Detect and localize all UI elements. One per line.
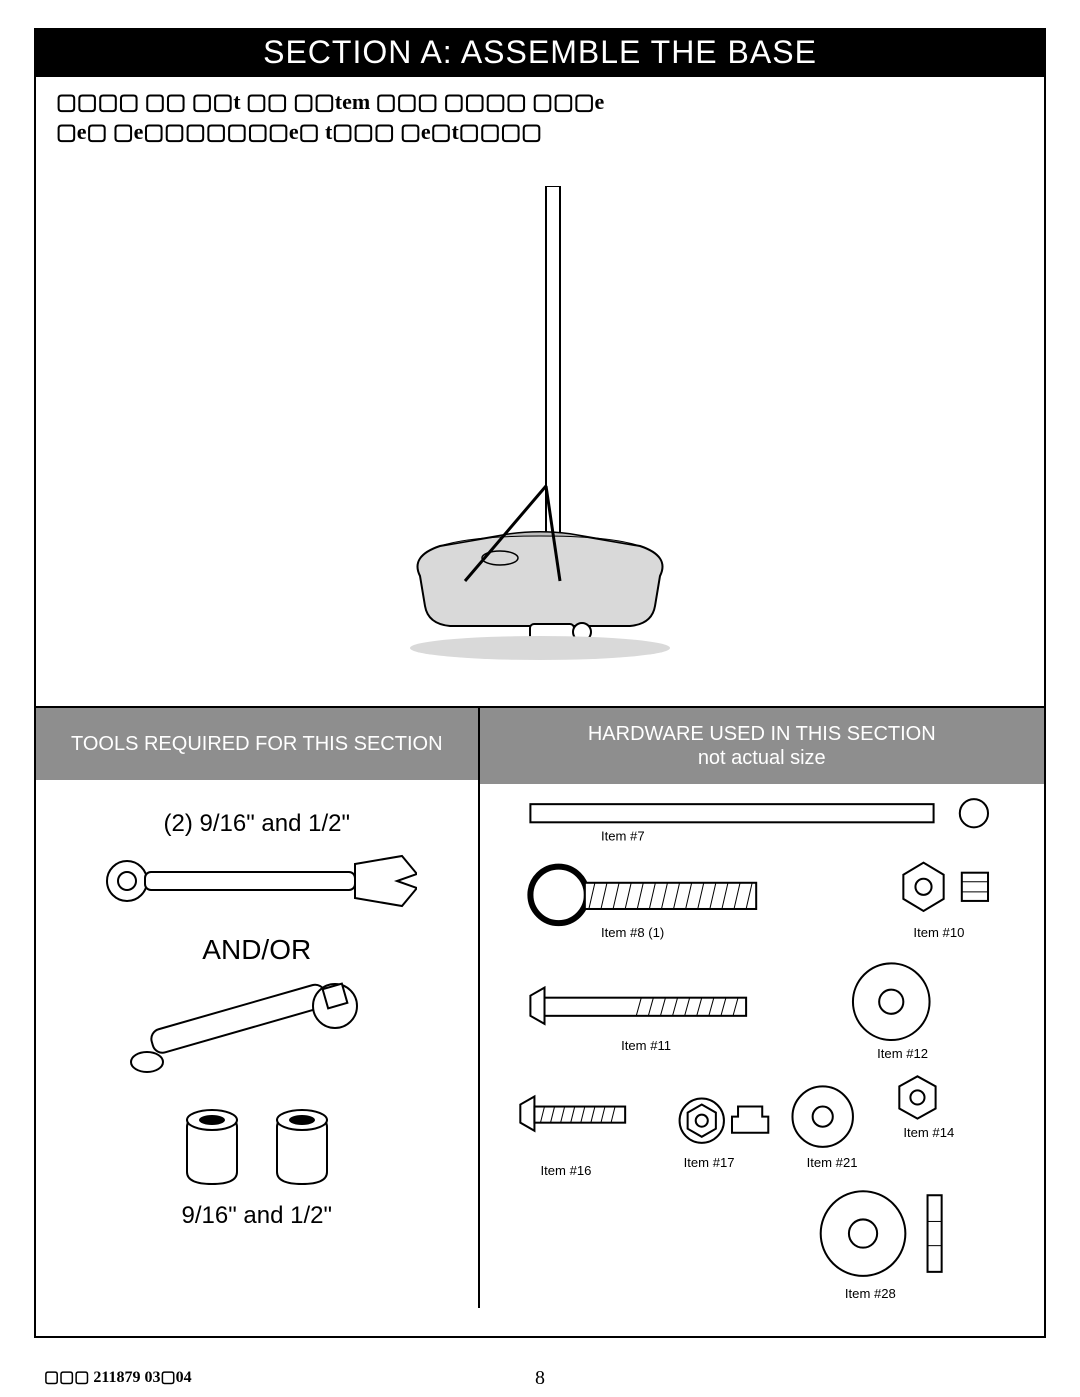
item21-label: Item #21 <box>806 1155 857 1170</box>
item14-label: Item #14 <box>903 1125 954 1140</box>
eyebolt-icon <box>530 867 756 923</box>
hexnut-icon <box>903 863 988 911</box>
wrench-icon <box>97 846 417 916</box>
page-number: 8 <box>535 1367 545 1390</box>
item28-label: Item #28 <box>844 1286 895 1301</box>
intro-line-2: ▢e▢ ▢e▢▢▢▢▢▢▢e▢ t▢▢▢ ▢e▢t▢▢▢▢ <box>56 119 542 144</box>
tools-header: TOOLS REQUIRED FOR THIS SECTION <box>36 708 478 780</box>
item12-label: Item #12 <box>877 1047 928 1062</box>
hardware-diagram: Item #7 <box>480 784 1044 1318</box>
item10-label: Item #10 <box>913 926 964 941</box>
tools-body: (2) 9/16" and 1/2" AND/OR <box>36 780 478 1308</box>
doc-id: ▢▢▢ 211879 03▢04 <box>44 1369 192 1386</box>
hardware-column: HARDWARE USED IN THIS SECTION not actual… <box>480 708 1044 1308</box>
washer-thick-icon <box>820 1192 941 1277</box>
base-pole-diagram <box>360 186 720 666</box>
hexbolt-short-icon <box>520 1097 625 1131</box>
hardware-body: Item #7 <box>480 784 1044 1318</box>
item11-label: Item #11 <box>621 1038 671 1053</box>
socket-caption: 9/16" and 1/2" <box>56 1202 458 1230</box>
sockets-icon <box>157 1092 357 1192</box>
page: SECTION A: ASSEMBLE THE BASE ▢▢▢▢ ▢▢ ▢▢t… <box>0 0 1080 1397</box>
tools-column: TOOLS REQUIRED FOR THIS SECTION (2) 9/16… <box>36 708 480 1308</box>
item16-label: Item #16 <box>540 1163 591 1178</box>
item17-label: Item #17 <box>683 1155 734 1170</box>
item8-label: Item #8 (1) <box>600 926 663 941</box>
washer-large-icon <box>852 964 929 1041</box>
main-illustration <box>36 146 1044 706</box>
hexbolt-med-icon <box>530 988 746 1024</box>
lower-grid: TOOLS REQUIRED FOR THIS SECTION (2) 9/16… <box>36 706 1044 1308</box>
and-or-label: AND/OR <box>56 934 458 966</box>
wrench-caption: (2) 9/16" and 1/2" <box>56 810 458 838</box>
outer-frame: SECTION A: ASSEMBLE THE BASE ▢▢▢▢ ▢▢ ▢▢t… <box>34 28 1046 1338</box>
item7-label: Item #7 <box>600 829 644 844</box>
flangenut-icon <box>679 1099 768 1143</box>
intro-text: ▢▢▢▢ ▢▢ ▢▢t ▢▢ ▢▢tem ▢▢▢ ▢▢▢▢ ▢▢▢e ▢e▢ ▢… <box>36 77 1044 146</box>
intro-line-1: ▢▢▢▢ ▢▢ ▢▢t ▢▢ ▢▢tem ▢▢▢ ▢▢▢▢ ▢▢▢e <box>56 89 604 114</box>
washer-med-icon <box>792 1087 852 1147</box>
page-footer: ▢▢▢ 211879 03▢04 8 <box>44 1367 1036 1387</box>
ratchet-icon <box>117 976 397 1086</box>
hardware-header: HARDWARE USED IN THIS SECTION not actual… <box>480 708 1044 784</box>
section-title: SECTION A: ASSEMBLE THE BASE <box>36 30 1044 77</box>
hexnut-small-icon <box>899 1077 935 1119</box>
